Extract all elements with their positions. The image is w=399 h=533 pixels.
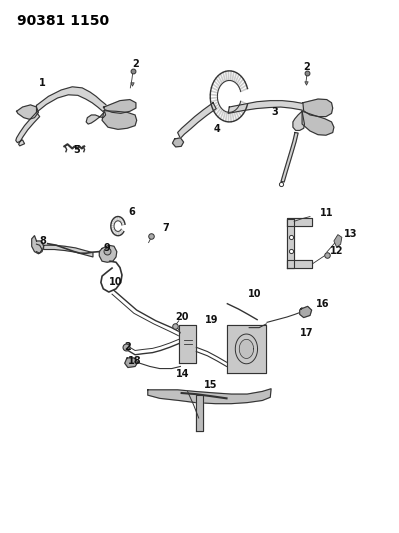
Polygon shape: [287, 219, 294, 268]
Text: 2: 2: [132, 60, 139, 69]
Polygon shape: [228, 101, 309, 114]
Polygon shape: [239, 340, 254, 359]
Text: 12: 12: [330, 246, 344, 255]
Polygon shape: [287, 260, 312, 268]
Text: 13: 13: [344, 229, 358, 239]
Text: 19: 19: [205, 314, 218, 325]
Polygon shape: [287, 218, 312, 225]
Text: 20: 20: [175, 312, 188, 322]
Text: 16: 16: [316, 298, 330, 309]
Text: 7: 7: [162, 223, 169, 233]
Text: 9: 9: [104, 243, 111, 253]
Polygon shape: [86, 112, 106, 124]
Polygon shape: [300, 306, 312, 318]
Polygon shape: [43, 245, 93, 257]
Polygon shape: [302, 111, 334, 135]
Text: 18: 18: [128, 356, 142, 366]
Polygon shape: [125, 358, 138, 368]
Text: 90381 1150: 90381 1150: [17, 14, 109, 28]
Text: 15: 15: [203, 379, 217, 390]
Text: 10: 10: [109, 278, 123, 287]
Text: 2: 2: [304, 62, 310, 72]
Polygon shape: [293, 111, 304, 131]
Text: 14: 14: [176, 369, 190, 379]
Text: 10: 10: [249, 289, 262, 299]
Text: 5: 5: [73, 144, 80, 155]
Text: 11: 11: [320, 208, 334, 219]
Polygon shape: [196, 395, 203, 431]
Polygon shape: [227, 325, 266, 373]
Polygon shape: [281, 133, 298, 182]
Polygon shape: [148, 389, 271, 403]
Text: 3: 3: [272, 107, 279, 117]
Polygon shape: [32, 236, 43, 254]
Polygon shape: [102, 111, 137, 130]
Text: 17: 17: [300, 328, 314, 338]
Polygon shape: [172, 138, 184, 147]
Polygon shape: [179, 325, 196, 364]
Text: 1: 1: [39, 78, 46, 88]
Polygon shape: [36, 87, 114, 118]
Polygon shape: [17, 105, 38, 119]
Text: 8: 8: [39, 236, 46, 246]
Polygon shape: [303, 99, 333, 117]
Polygon shape: [334, 235, 342, 247]
Polygon shape: [178, 103, 216, 139]
Polygon shape: [103, 100, 136, 114]
Text: 4: 4: [214, 124, 221, 134]
Polygon shape: [16, 112, 40, 146]
Text: 2: 2: [124, 342, 131, 352]
Text: 6: 6: [128, 207, 135, 217]
Polygon shape: [99, 245, 117, 262]
